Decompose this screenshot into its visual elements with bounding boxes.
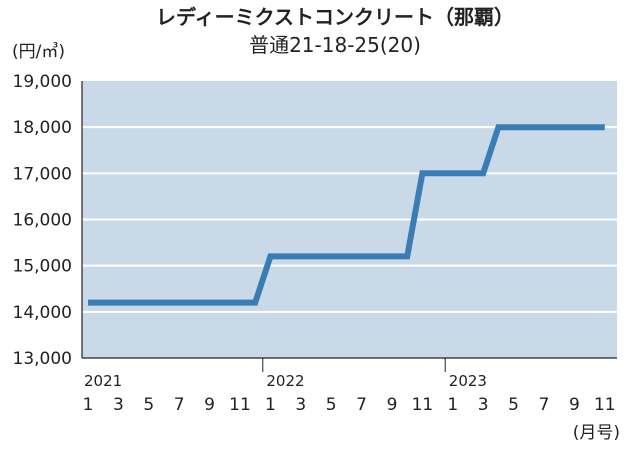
y-tick-label: 15,000 xyxy=(13,257,72,277)
chart-subtitle: 普通21-18-25(20) xyxy=(249,33,421,57)
x-tick-label: 11 xyxy=(412,395,434,415)
x-tick-label: 1 xyxy=(265,395,276,415)
x-tick-label: 1 xyxy=(83,395,94,415)
x-year-label: 2021 xyxy=(84,372,122,390)
y-tick-label: 16,000 xyxy=(13,211,72,231)
x-year-label: 2023 xyxy=(449,372,487,390)
x-tick-label: 9 xyxy=(387,395,398,415)
x-tick-label: 7 xyxy=(539,395,550,415)
x-tick-label: 9 xyxy=(569,395,580,415)
x-tick-label: 3 xyxy=(478,395,489,415)
x-tick-label: 7 xyxy=(356,395,367,415)
x-tick-label: 5 xyxy=(326,395,337,415)
y-tick-label: 18,000 xyxy=(13,118,72,138)
y-tick-label: 13,000 xyxy=(13,349,72,369)
x-tick-label: 5 xyxy=(508,395,519,415)
x-tick-label: 7 xyxy=(174,395,185,415)
x-tick-label: 11 xyxy=(594,395,616,415)
y-axis-unit: (円/㎥) xyxy=(12,42,65,62)
series-line xyxy=(88,124,605,306)
x-year-label: 2022 xyxy=(266,372,304,390)
chart-title: レディーミクストコンクリート（那覇） xyxy=(156,5,514,29)
y-tick-label: 19,000 xyxy=(13,72,72,92)
x-tick-label: 3 xyxy=(295,395,306,415)
x-tick-label: 3 xyxy=(113,395,124,415)
x-tick-label: 5 xyxy=(143,395,154,415)
x-tick-label: 11 xyxy=(229,395,251,415)
y-tick-label: 17,000 xyxy=(13,164,72,184)
plot-area xyxy=(81,81,617,372)
y-tick-label: 14,000 xyxy=(13,303,72,323)
x-tick-label: 1 xyxy=(447,395,458,415)
x-axis-unit: (月号) xyxy=(573,423,620,443)
x-tick-label: 9 xyxy=(204,395,215,415)
y-axis: 19,000 18,000 17,000 16,000 15,000 14,000 13,0… xyxy=(13,72,72,369)
